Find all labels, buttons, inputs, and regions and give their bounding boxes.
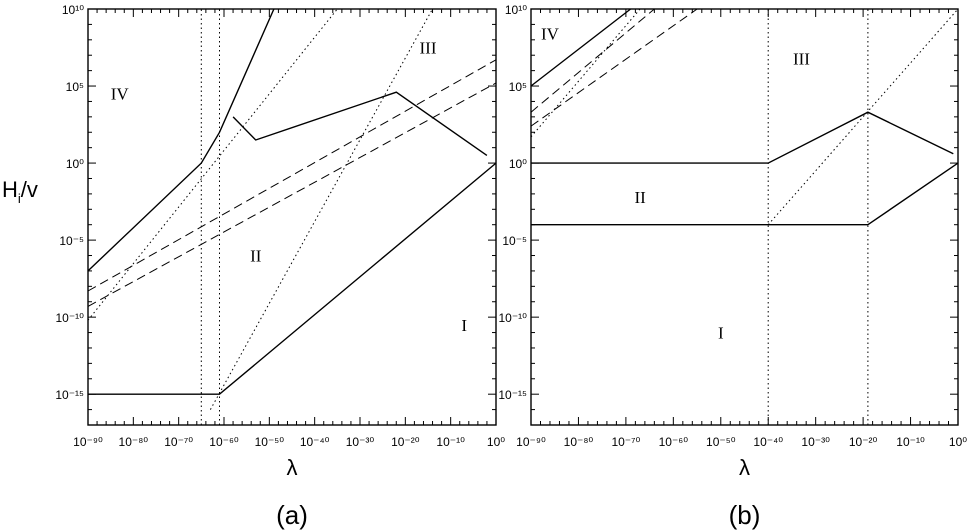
series-line-solid (530, 8, 632, 87)
series-line-solid (88, 162, 497, 395)
region-label: III (793, 49, 810, 68)
plot-frame (530, 8, 959, 426)
region-label: III (420, 39, 437, 58)
x-tick-label: 10⁻¹⁰ (436, 435, 465, 449)
y-tick-label: 10⁵ (509, 80, 527, 94)
x-tick-label: 10⁻³⁰ (801, 435, 830, 449)
x-tick-label: 10⁻⁹⁰ (73, 435, 103, 449)
series-line-dotted (767, 8, 959, 226)
x-tick-label: 10⁻⁸⁰ (119, 435, 149, 449)
x-axis-title: λ (287, 455, 298, 480)
y-tick-label: 10⁻¹⁰ (499, 311, 528, 325)
region-label: II (634, 188, 646, 207)
y-tick-label: 10⁻¹⁰ (56, 311, 85, 325)
x-axis-title: λ (739, 455, 750, 480)
y-tick-label: 10⁻⁵ (59, 234, 84, 248)
series-line-dotted (530, 8, 641, 138)
y-tick-label: 10⁻¹⁵ (55, 388, 84, 402)
x-tick-label: 10⁰ (949, 435, 967, 449)
region-label: II (250, 247, 262, 266)
panel-label: (a) (276, 500, 308, 530)
plot-frame (87, 8, 497, 426)
series-line-dotted (87, 8, 338, 321)
chart-panel-b: 10⁻⁹⁰ 10⁻⁸⁰ 10⁻⁷⁰ 10⁻⁶⁰ 10⁻⁵⁰ 10⁻⁴⁰ 10⁻³⁰ 10⁻²⁰… (498, 3, 967, 530)
y-tick-label: 10⁻¹⁵ (498, 388, 527, 402)
x-tick-label: 10⁻⁵⁰ (706, 435, 736, 449)
x-tick-label: 10⁻⁸⁰ (564, 435, 594, 449)
y-tick-label: 10⁰ (509, 157, 527, 171)
series-line-solid (531, 111, 954, 164)
x-tick-label: 10⁻⁶⁰ (659, 435, 689, 449)
chart-panel-a: 10⁻⁹⁰ 10⁻⁸⁰ 10⁻⁷⁰ 10⁻⁶⁰ 10⁻⁵⁰ 10⁻⁴⁰ 10⁻³⁰ 10⁻²⁰… (2, 3, 505, 530)
region-label: I (461, 316, 467, 335)
series-line-solid (531, 162, 959, 226)
x-tick-label: 10⁻¹⁰ (896, 435, 925, 449)
series-line-dashed (530, 8, 698, 127)
y-tick-label: 10¹⁰ (505, 3, 527, 17)
x-tick-label: 10⁻⁷⁰ (611, 435, 640, 449)
x-tick-label: 10⁰ (487, 435, 505, 449)
y-tick-label: 10⁰ (66, 157, 84, 171)
x-tick-label: 10⁻⁷⁰ (164, 435, 193, 449)
region-label: I (718, 324, 724, 343)
series-line-dashed (530, 8, 655, 113)
panel-label: (b) (729, 500, 761, 530)
x-tick-label: 10⁻⁶⁰ (209, 435, 239, 449)
series-line-dotted (209, 8, 433, 410)
y-tick-label: 10¹⁰ (62, 3, 84, 17)
x-tick-label: 10⁻²⁰ (391, 435, 420, 449)
region-label: IV (541, 25, 560, 44)
y-axis-title: Hi/v (2, 177, 38, 206)
x-tick-label: 10⁻⁴⁰ (300, 435, 330, 449)
x-tick-label: 10⁻⁴⁰ (753, 435, 783, 449)
series-line-dashed (87, 82, 497, 307)
x-tick-label: 10⁻²⁰ (849, 435, 878, 449)
x-tick-label: 10⁻⁹⁰ (516, 435, 546, 449)
region-label: IV (111, 85, 130, 104)
x-tick-label: 10⁻⁵⁰ (255, 435, 285, 449)
x-tick-label: 10⁻³⁰ (346, 435, 375, 449)
y-tick-label: 10⁻⁵ (502, 234, 527, 248)
series-line-solid (232, 91, 488, 156)
y-tick-label: 10⁵ (66, 80, 84, 94)
series-line-dashed (87, 59, 497, 292)
series-line-solid (87, 8, 275, 272)
